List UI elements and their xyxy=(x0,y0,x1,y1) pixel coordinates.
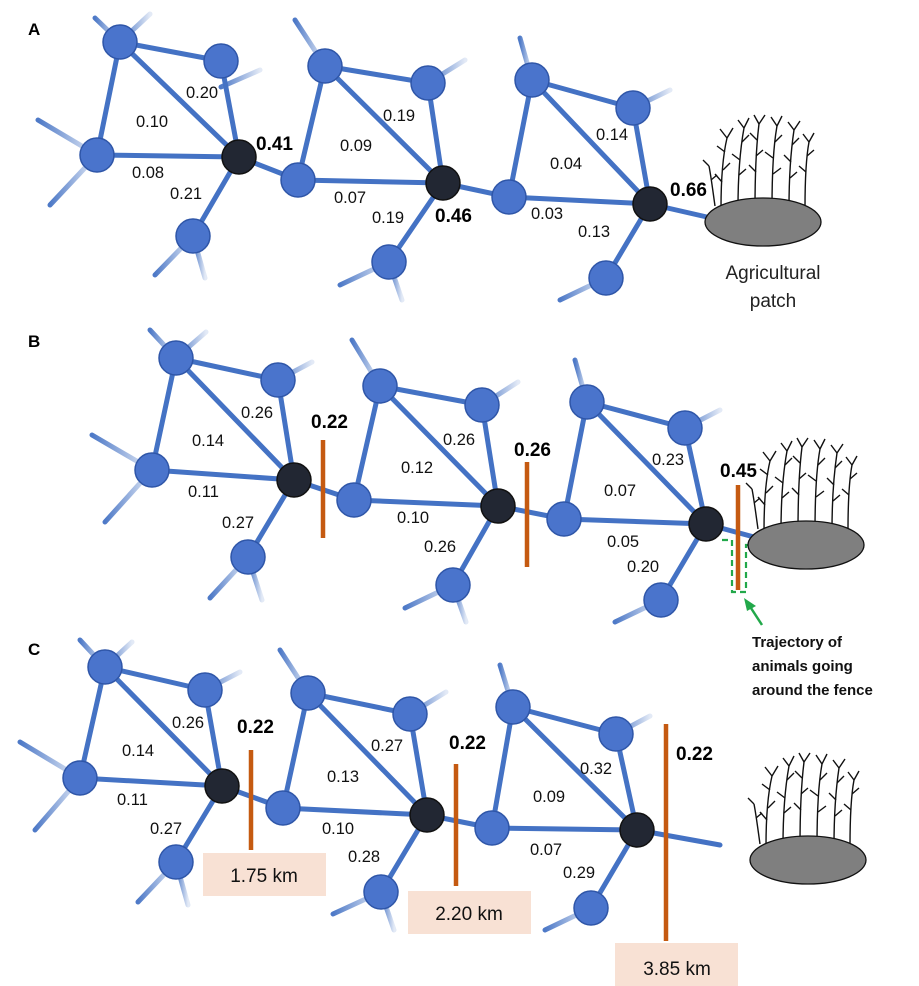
edge-value: 0.27 xyxy=(222,514,254,532)
fence-value: 0.22 xyxy=(237,717,274,738)
edge-value: 0.27 xyxy=(150,820,182,838)
distance-label: 3.85 km xyxy=(643,959,711,980)
edge-value: 0.26 xyxy=(241,404,273,422)
edge-value: 0.19 xyxy=(383,107,415,125)
hub-nodes xyxy=(276,462,724,542)
panel-b: B xyxy=(28,327,873,699)
edge-value: 0.20 xyxy=(186,84,218,102)
edge-value: 0.10 xyxy=(397,509,429,527)
edge-value: 0.09 xyxy=(533,788,565,806)
fences xyxy=(248,724,669,941)
agricultural-patch-icon xyxy=(747,752,867,885)
edge-value: 0.09 xyxy=(340,137,372,155)
node-value: 0.66 xyxy=(670,180,707,201)
edge-value: 0.07 xyxy=(530,841,562,859)
edge-value: 0.12 xyxy=(401,459,433,477)
habitat-nodes xyxy=(62,649,634,926)
edge-value: 0.07 xyxy=(334,189,366,207)
habitat-nodes xyxy=(134,340,703,618)
hub-nodes xyxy=(221,139,668,222)
node-value: 0.41 xyxy=(256,134,293,155)
edge-value: 0.14 xyxy=(596,126,628,144)
patch-label-line2: patch xyxy=(750,291,796,312)
panel-label: A xyxy=(28,20,40,39)
edge-value: 0.26 xyxy=(424,538,456,556)
edge-value: 0.29 xyxy=(563,864,595,882)
annotation-line1: Trajectory of xyxy=(752,634,843,651)
edge-value: 0.13 xyxy=(327,768,359,786)
fence-value: 0.22 xyxy=(311,412,348,433)
edge-value: 0.19 xyxy=(372,209,404,227)
edge-value: 0.28 xyxy=(348,848,380,866)
fence-value: 0.45 xyxy=(720,461,757,482)
annotation-line3: around the fence xyxy=(752,682,873,699)
fence-value: 0.26 xyxy=(514,440,551,461)
edge-value: 0.27 xyxy=(371,737,403,755)
edge-value: 0.23 xyxy=(652,451,684,469)
trajectory-arrow xyxy=(744,598,764,626)
edge-value: 0.11 xyxy=(117,791,148,809)
edge-value: 0.03 xyxy=(531,205,563,223)
annotation-line2: animals going xyxy=(752,658,853,675)
fences xyxy=(320,440,741,590)
edge-value: 0.10 xyxy=(136,113,168,131)
fence-value: 0.22 xyxy=(676,744,713,765)
panel-label: B xyxy=(28,332,40,351)
edge-value: 0.04 xyxy=(550,155,582,173)
edge-value: 0.08 xyxy=(132,164,164,182)
edge-value: 0.14 xyxy=(122,742,154,760)
edge-value: 0.21 xyxy=(170,185,202,203)
fence-value: 0.22 xyxy=(449,733,486,754)
edge-value: 0.32 xyxy=(580,760,612,778)
edge-value: 0.20 xyxy=(627,558,659,576)
edge-value: 0.14 xyxy=(192,432,224,450)
distance-label: 2.20 km xyxy=(435,904,503,925)
edge-value: 0.26 xyxy=(443,431,475,449)
patch-label-line1: Agricultural xyxy=(725,263,820,284)
agricultural-patch-icon xyxy=(702,114,822,247)
distance-boxes xyxy=(203,853,738,986)
edge-value: 0.11 xyxy=(188,483,219,501)
panel-label: C xyxy=(28,640,40,659)
panel-a: A xyxy=(28,11,822,312)
agricultural-patch-icon xyxy=(745,437,865,570)
node-value: 0.46 xyxy=(435,206,472,227)
edge-value: 0.05 xyxy=(607,533,639,551)
edge-value: 0.07 xyxy=(604,482,636,500)
edge-value: 0.26 xyxy=(172,714,204,732)
habitat-nodes xyxy=(79,24,651,296)
edge-value: 0.10 xyxy=(322,820,354,838)
edge-value: 0.13 xyxy=(578,223,610,241)
hub-nodes xyxy=(204,768,655,848)
distance-label: 1.75 km xyxy=(230,866,298,887)
panel-c: C xyxy=(17,637,867,986)
